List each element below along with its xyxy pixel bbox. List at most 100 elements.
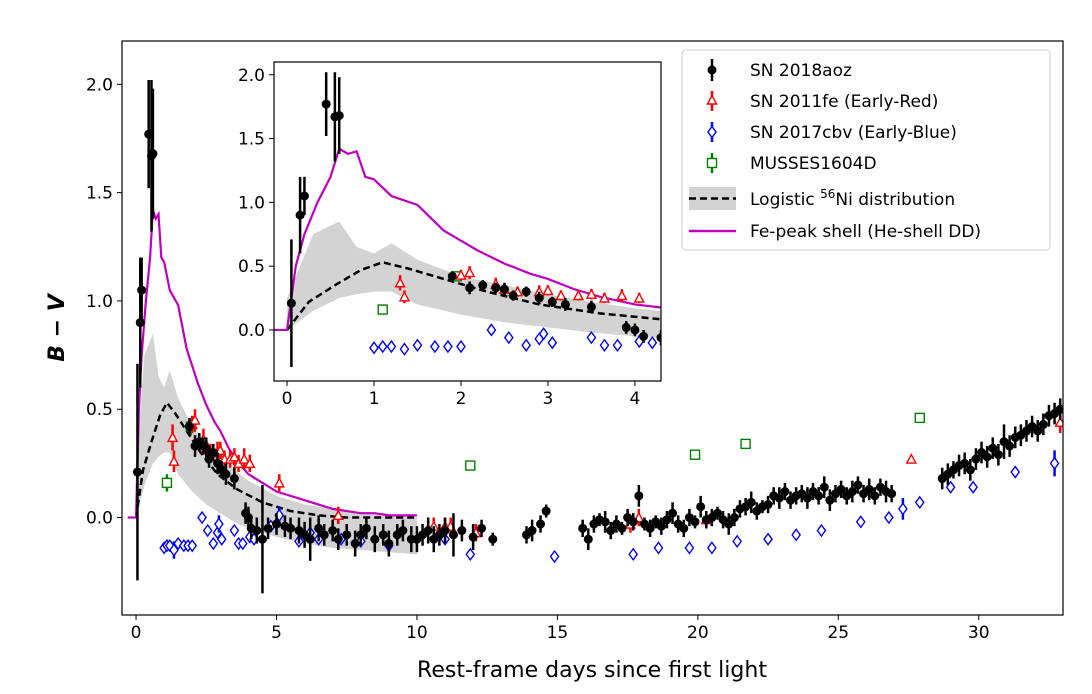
inset-sn-2018aoz-point — [547, 297, 557, 307]
main-sn-2017cbv-early-blue-point — [202, 523, 213, 538]
inset-x-tick-label: 2 — [456, 389, 467, 409]
inset-sn-2018aoz-point — [491, 283, 501, 293]
main-sn-2018aoz-point — [378, 530, 388, 540]
inset-sn-2017cbv-early-blue-point — [443, 339, 453, 354]
main-sn-2018aoz-point — [617, 523, 627, 533]
main-sn-2018aoz-point — [356, 530, 366, 540]
main-sn-2018aoz-point — [271, 519, 281, 529]
main-sn-2011fe-early-red-point — [228, 450, 241, 462]
main-sn-2017cbv-early-blue-point — [707, 541, 717, 555]
main-x-tick-label: 30 — [968, 623, 990, 643]
inset-fe-peak-line — [274, 147, 661, 332]
legend-item-fe-peak-shell: Fe-peak shell (He-shell DD) — [689, 222, 981, 242]
inset-y-tick-label: 1.5 — [238, 130, 265, 150]
main-sn-2018aoz-point — [536, 519, 546, 529]
main-sn-2018aoz-point — [221, 469, 231, 479]
main-sn-2018aoz-point — [1055, 404, 1063, 414]
main-sn-2018aoz-point — [887, 489, 897, 499]
inset-sn-2018aoz-point — [447, 271, 457, 281]
main-sn-2018aoz-point — [314, 523, 324, 533]
inset-sn-2018aoz-point — [630, 325, 640, 335]
main-sn-2018aoz-point — [825, 495, 835, 505]
main-sn-2017cbv-early-blue-point — [214, 517, 224, 531]
main-sn-2018aoz-point — [763, 500, 773, 510]
inset-sn-2017cbv-early-blue-point — [586, 330, 597, 345]
inset-sn-2018aoz-point — [521, 287, 531, 297]
main-x-tick-label: 15 — [547, 623, 569, 643]
main-sn-2018aoz-point — [634, 491, 644, 501]
main-sn-2011fe-early-red-point — [189, 414, 201, 425]
inset-sn-2018aoz-point — [560, 299, 570, 309]
main-sn-2018aoz-point — [184, 422, 194, 432]
legend-label-sn2011fe: SN 2011fe (Early-Red) — [750, 92, 938, 112]
main-sn-2018aoz-point — [965, 465, 975, 475]
main-sn-2017cbv-early-blue-point — [229, 523, 240, 538]
main-sn-2018aoz-point — [204, 454, 214, 464]
inset-sn-2011fe-early-red-point — [585, 288, 598, 299]
main-sn-2017cbv-early-blue-point — [169, 543, 179, 557]
inset-sn-2017cbv-early-blue-point — [412, 338, 423, 352]
main-sn-2018aoz-point — [229, 474, 239, 484]
main-sn-2017cbv-early-blue-point — [1010, 465, 1021, 479]
inset-plot-frame — [273, 61, 662, 382]
main-sn-2017cbv-early-blue-point — [628, 547, 639, 562]
inset-sn-2017cbv-early-blue-point — [521, 338, 532, 352]
main-sn-2018aoz-point — [440, 526, 450, 536]
main-plot-frame — [121, 40, 1064, 616]
main-sn-2017cbv-early-blue-point — [732, 534, 743, 549]
inset-sn-2011fe-early-red-point — [455, 269, 467, 280]
legend-sn2018aoz-marker — [707, 65, 717, 75]
inset-sn-2011fe-early-red-point — [398, 290, 411, 302]
inset-sn-2018aoz-point — [534, 293, 544, 303]
main-musses1604d-point — [161, 477, 173, 489]
main-sn-2018aoz-point — [993, 450, 1003, 460]
x-axis-label: Rest-frame days since first light — [417, 658, 767, 683]
main-fe-peak-line — [127, 209, 417, 519]
main-sn-2018aoz-point — [423, 526, 433, 536]
main-sn-2018aoz-point — [988, 443, 998, 453]
main-sn-2018aoz-point — [583, 534, 593, 544]
legend-item-sn2011fe: SN 2011fe (Early-Red) — [706, 91, 938, 112]
main-sn-2018aoz-point — [836, 484, 846, 494]
main-sn-2018aoz-point — [135, 318, 145, 328]
main-sn-2018aoz-point — [257, 534, 267, 544]
main-sn-2011fe-early-red-point — [905, 453, 917, 464]
inset-y-tick-label: 2.0 — [238, 66, 265, 86]
inset-sn-2018aoz-point — [499, 284, 509, 294]
main-sn-2018aoz-point — [213, 458, 223, 468]
main-sn-2018aoz-point — [305, 534, 315, 544]
legend-musses1604d-marker — [706, 157, 718, 169]
main-sn-2018aoz-point — [724, 519, 734, 529]
main-sn-2018aoz-point — [847, 487, 857, 497]
main-sn-2017cbv-early-blue-point — [237, 536, 248, 551]
inset-sn-2011fe-early-red-point — [598, 292, 611, 303]
main-sn-2018aoz-point — [328, 526, 338, 536]
main-sn-2018aoz-point — [819, 482, 829, 492]
legend-label-logistic-prefix: Logistic — [750, 190, 820, 210]
main-x-tick-label: 5 — [271, 623, 282, 643]
main-musses1604d-point — [689, 449, 701, 460]
main-sn-2011fe-early-red-point — [238, 453, 250, 464]
inset-sn-2011fe-early-red-point — [542, 284, 554, 296]
inset-sn-2018aoz-point — [656, 333, 661, 343]
inset-sn-2018aoz-point — [465, 283, 475, 293]
main-musses1604d-point — [465, 460, 476, 471]
main-y-tick-label: 0.0 — [86, 509, 113, 529]
main-x-tick-label: 25 — [827, 623, 849, 643]
main-sn-2018aoz-point — [342, 530, 352, 540]
main-sn-2017cbv-early-blue-point — [549, 549, 560, 564]
legend-label-musses1604d: MUSSES1604D — [750, 154, 877, 174]
legend-label-logistic-suffix: Ni distribution — [835, 190, 955, 210]
inset-sn-2017cbv-early-blue-point — [547, 336, 558, 350]
inset-plot-area: 0 1 2 3 4 0.0 0.5 1.0 1.5 2.0 — [238, 61, 662, 409]
legend-box — [681, 49, 1051, 251]
main-sn-2018aoz-point — [600, 517, 610, 527]
main-sn-2018aoz-point — [361, 523, 371, 533]
main-sn-2018aoz-point — [477, 523, 487, 533]
inset-sn-2017cbv-early-blue-point — [538, 327, 549, 341]
inset-sn-2011fe-early-red-point — [572, 289, 585, 301]
main-sn-2018aoz-point — [1005, 441, 1015, 451]
inset-sn-2017cbv-early-blue-point — [369, 341, 379, 355]
main-sn-2018aoz-point — [541, 506, 551, 516]
main-sn-2018aoz-point — [679, 523, 689, 533]
